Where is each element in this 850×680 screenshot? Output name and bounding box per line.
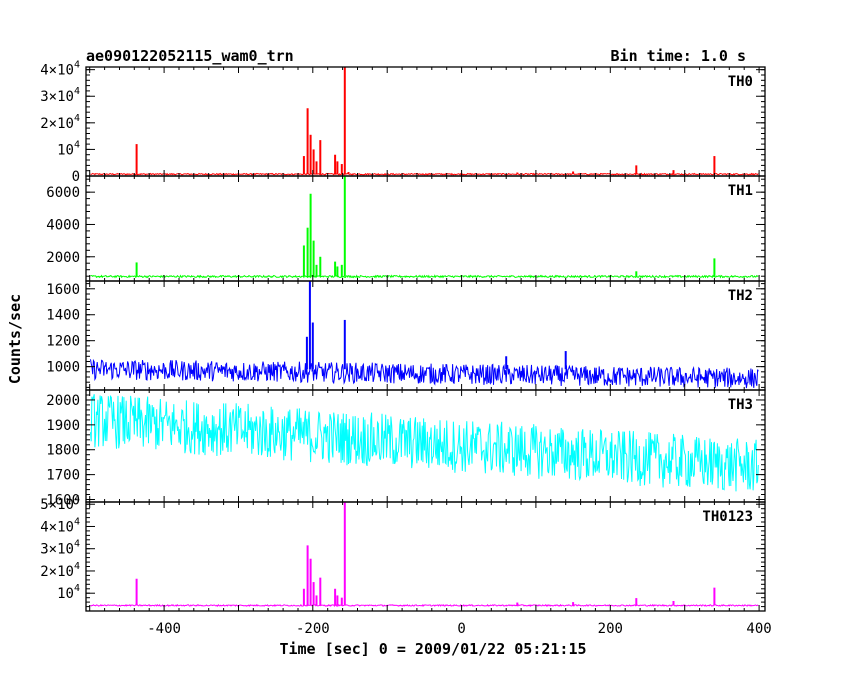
y-tick-label: 2000 (46, 393, 80, 409)
y-tick-label: 1000 (46, 360, 80, 376)
y-tick-label: 6000 (46, 185, 80, 201)
x-axis-label: Time [sec] 0 = 2009/01/22 05:21:15 (279, 640, 586, 658)
panel-label-th1: TH1 (728, 183, 753, 199)
y-axis-label: Counts/sec (6, 294, 24, 384)
y-tick-label: 1800 (46, 443, 80, 459)
y-tick-label: 104 (57, 583, 80, 602)
y-tick-label: 2×104 (40, 113, 80, 132)
series-line-th0 (90, 172, 759, 176)
y-tick-label: 3×104 (40, 539, 80, 558)
y-tick-label: 1600 (46, 493, 80, 509)
x-tick-label: 0 (457, 621, 465, 637)
panel-th0123: 104 2×104 3×104 4×104 5×104 TH0123 (40, 494, 766, 612)
panel-th3: 1600 1700 1800 1900 2000 TH3 (46, 389, 766, 509)
y-tick-label: 4×104 (40, 60, 80, 79)
panel-label-th0123: TH0123 (702, 509, 753, 525)
y-tick-label: 104 (57, 139, 80, 158)
bin-time-label: Bin time: 1.0 s (611, 47, 746, 65)
series-line-th1 (90, 274, 759, 279)
x-tick-label: 200 (598, 621, 623, 637)
series-line-th3 (90, 394, 759, 492)
panel-th1: 2000 4000 6000 TH1 (46, 175, 766, 282)
panel-label-th2: TH2 (728, 288, 753, 304)
panel-label-th0: TH0 (728, 74, 753, 90)
panel-th0: 0 104 2×104 3×104 4×104 TH0 (40, 60, 766, 185)
y-tick-label: 1200 (46, 334, 80, 350)
panel-frame (85, 501, 766, 612)
x-axis-ticks: -400 -200 0 200 400 (147, 621, 771, 637)
chart-title: ae090122052115_wam0_trn (86, 47, 294, 65)
y-tick-label: 5×104 (40, 494, 80, 513)
panel-frame (85, 175, 766, 282)
y-tick-label: 1900 (46, 418, 80, 434)
y-tick-label: 1400 (46, 308, 80, 324)
y-tick-label: 2000 (46, 250, 80, 266)
panel-label-th3: TH3 (728, 397, 753, 413)
y-tick-label: 0 (72, 169, 80, 185)
y-tick-label: 1600 (46, 282, 80, 298)
panel-th2: 1000 1200 1400 1600 TH2 (46, 280, 766, 391)
series-line-th2 (90, 358, 759, 389)
panel-frame (85, 66, 766, 177)
y-tick-label: 1700 (46, 468, 80, 484)
y-tick-label: 4000 (46, 217, 80, 233)
series-line-th0123 (90, 603, 759, 607)
panels-group: 0 104 2×104 3×104 4×104 TH0 2000 4000 6000 TH1 100… (40, 60, 766, 612)
x-tick-label: -400 (147, 621, 181, 637)
x-tick-label: -200 (296, 621, 330, 637)
x-tick-label: 400 (746, 621, 771, 637)
y-tick-label: 2×104 (40, 561, 80, 580)
y-tick-label: 4×104 (40, 516, 80, 535)
y-tick-label: 3×104 (40, 86, 80, 105)
